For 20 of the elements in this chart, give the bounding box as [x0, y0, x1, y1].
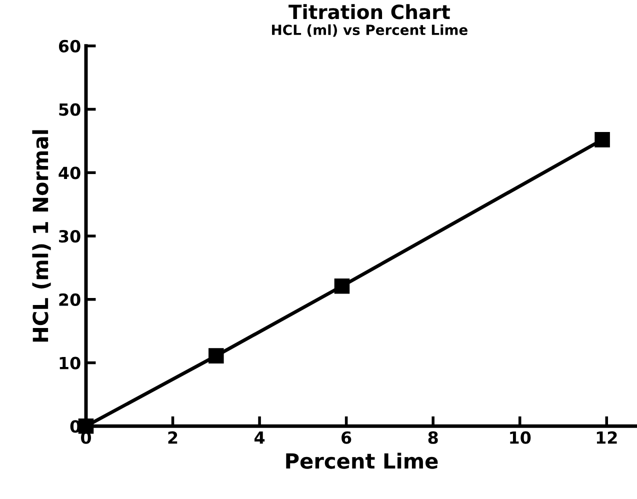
- x-tick-label: 6: [342, 431, 352, 444]
- point: [334, 278, 350, 294]
- chart-subtitle: HCL (ml) vs Percent Lime: [272, 24, 468, 37]
- chart-title: Titration Chart: [288, 4, 450, 20]
- y-tick-label: 10: [60, 356, 80, 370]
- point: [78, 418, 94, 434]
- y-tick-label: 50: [59, 103, 80, 116]
- y-axis-title: HCL (ml) 1 Normal: [32, 130, 51, 342]
- point: [208, 348, 224, 364]
- x-tick-label: 2: [168, 431, 178, 444]
- y-tick-label: 60: [58, 40, 80, 52]
- y-tick-label: 20: [59, 293, 80, 306]
- point: [594, 132, 610, 148]
- x-tick-label: 10: [510, 431, 531, 444]
- x-tick-label: 12: [596, 431, 617, 444]
- x-tick-label: 8: [428, 431, 438, 444]
- y-tick-label: 40: [58, 166, 80, 180]
- x-tick-label: 4: [254, 432, 265, 444]
- y-tick-label: 30: [59, 230, 80, 243]
- x-axis-title: Percent Lime: [286, 452, 438, 469]
